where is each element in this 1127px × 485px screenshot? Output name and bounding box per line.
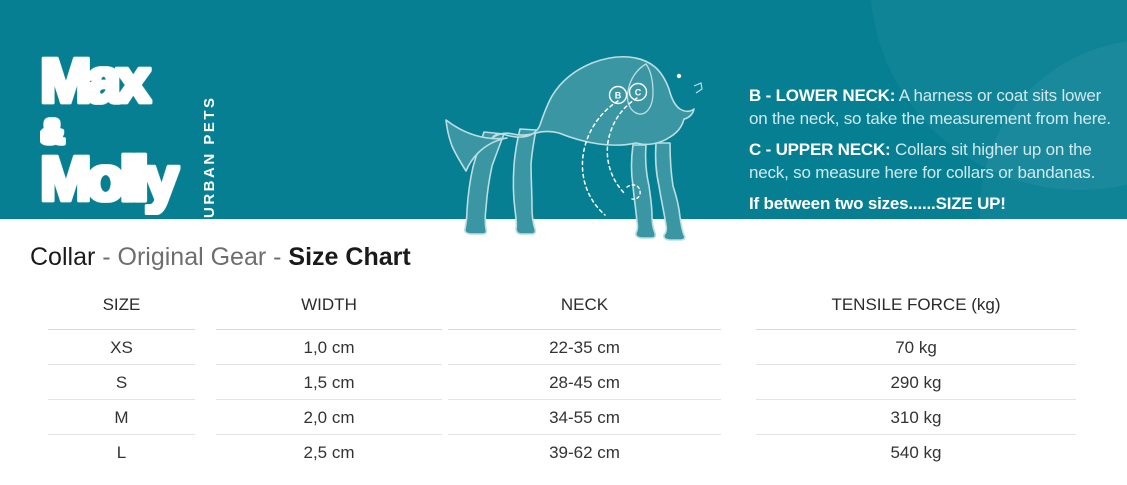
svg-text:Molly: Molly <box>40 145 179 214</box>
svg-text:Max: Max <box>40 47 151 116</box>
svg-text:B: B <box>615 91 622 101</box>
svg-text:C: C <box>635 88 642 98</box>
